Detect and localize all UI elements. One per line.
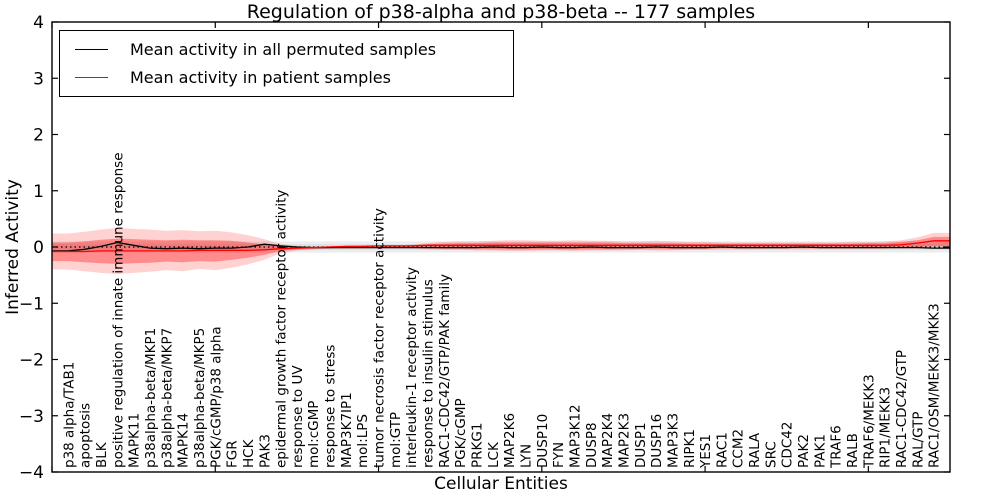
y-tick-label: 1 <box>33 182 44 202</box>
y-tick-label: 0 <box>33 238 44 258</box>
legend-entry-patient: Mean activity in patient samples <box>75 68 513 87</box>
legend-box: Mean activity in all permuted samples Me… <box>59 30 514 97</box>
x-tick-label: MAP3K12 <box>568 404 584 468</box>
series-permuted-mean <box>52 241 950 252</box>
x-tick-label: CDC42 <box>780 422 796 468</box>
chart-title: Regulation of p38-alpha and p38-beta -- … <box>246 1 756 23</box>
x-tick-label: p38alpha-beta/MKP7 <box>159 328 175 468</box>
x-tick-label: CCM2 <box>731 429 747 468</box>
x-tick-label: mol:GTP <box>388 412 404 468</box>
series-patient-mean <box>52 240 950 253</box>
x-tick-label: RAC1 <box>714 432 730 468</box>
x-tick-label: RAC1-CDC42/GTP/PAK family <box>437 274 453 468</box>
x-tick-label: YES1 <box>698 434 714 469</box>
patient-band-inner <box>52 236 950 264</box>
x-tick-label: BLK <box>94 441 110 468</box>
x-tick-label: p38 alpha/TAB1 <box>61 362 77 468</box>
y-tick-label: −2 <box>19 351 44 371</box>
x-tick-label: LYN <box>519 444 535 468</box>
legend-line-black-icon <box>75 49 108 50</box>
x-tick-label: tumor necrosis factor receptor activity <box>372 208 388 468</box>
x-tick-label: p38alpha-beta/MKP5 <box>192 328 208 468</box>
x-tick-label: PAK3 <box>257 434 273 468</box>
x-tick-label: FGR <box>225 440 241 468</box>
x-tick-label: FYN <box>551 442 567 468</box>
x-tick-label: MAP3K3 <box>665 413 681 468</box>
x-tick-label: RAL/GTP <box>910 411 926 468</box>
x-tick-label: TRAF6 <box>829 425 845 469</box>
x-tick-label: RALA <box>747 432 763 468</box>
x-tick-label: PAK2 <box>796 434 812 468</box>
x-tick-label: TRAF6/MEKK3 <box>861 374 877 469</box>
x-tick-label: PGK/cGMP/p38 alpha <box>208 326 224 468</box>
x-tick-label: apoptosis <box>78 403 94 468</box>
y-tick-label: 2 <box>33 126 44 146</box>
legend-label-patient: Mean activity in patient samples <box>130 68 391 87</box>
x-tick-label: MAPK11 <box>127 413 143 468</box>
x-tick-label: PRKG1 <box>470 423 486 468</box>
x-tick-label: MAP2K4 <box>600 413 616 468</box>
y-tick-label: −3 <box>19 407 44 427</box>
legend-line-red-icon <box>75 77 108 78</box>
x-tick-label: MAP2K6 <box>502 413 518 468</box>
x-tick-label: PAK1 <box>812 434 828 468</box>
x-tick-label: RALB <box>845 433 861 468</box>
x-tick-label: mol:cGMP <box>306 401 322 468</box>
x-tick-label: LCK <box>486 441 502 468</box>
y-tick-label: −4 <box>19 463 44 483</box>
x-tick-label: DUSP10 <box>535 414 551 468</box>
x-tick-label: RAC1-CDC42/GTP <box>894 350 910 468</box>
x-tick-label: interleukin-1 receptor activity <box>404 267 420 468</box>
x-tick-label: MAP3K7IP1 <box>339 392 355 468</box>
x-tick-label: MAP2K3 <box>617 413 633 468</box>
x-tick-label: MAPK14 <box>176 413 192 468</box>
y-axis-label: Inferred Activity <box>3 179 23 315</box>
x-tick-label: DUSP1 <box>633 422 649 468</box>
x-tick-label: RAC1/OSM/MEKK3/MKK3 <box>927 303 943 468</box>
x-tick-label: RIPK1 <box>682 429 698 468</box>
y-tick-label: 3 <box>33 69 44 89</box>
x-tick-label: DUSP8 <box>584 422 600 468</box>
x-tick-label: SRC <box>763 441 779 468</box>
legend-entry-permuted: Mean activity in all permuted samples <box>75 40 513 59</box>
x-tick-label: RIP1/MEKK3 <box>878 387 894 468</box>
x-tick-label: PGK/cGMP <box>453 398 469 468</box>
y-tick-label: 4 <box>33 13 44 33</box>
x-tick-label: mol:LPS <box>355 414 371 468</box>
x-tick-label: response to insulin stimulus <box>421 279 437 468</box>
x-tick-label: epidermal growth factor receptor activit… <box>274 190 290 468</box>
x-tick-label: positive regulation of innate immune res… <box>110 152 126 468</box>
x-tick-label: response to UV <box>290 365 306 468</box>
x-tick-label: DUSP16 <box>649 414 665 468</box>
y-tick-label: −1 <box>19 294 44 314</box>
x-tick-label: HCK <box>241 438 257 468</box>
x-tick-label: response to stress <box>323 345 339 468</box>
legend-label-permuted: Mean activity in all permuted samples <box>130 40 437 59</box>
x-axis-label: Cellular Entities <box>434 474 568 494</box>
x-tick-label: p38alpha-beta/MKP1 <box>143 328 159 468</box>
